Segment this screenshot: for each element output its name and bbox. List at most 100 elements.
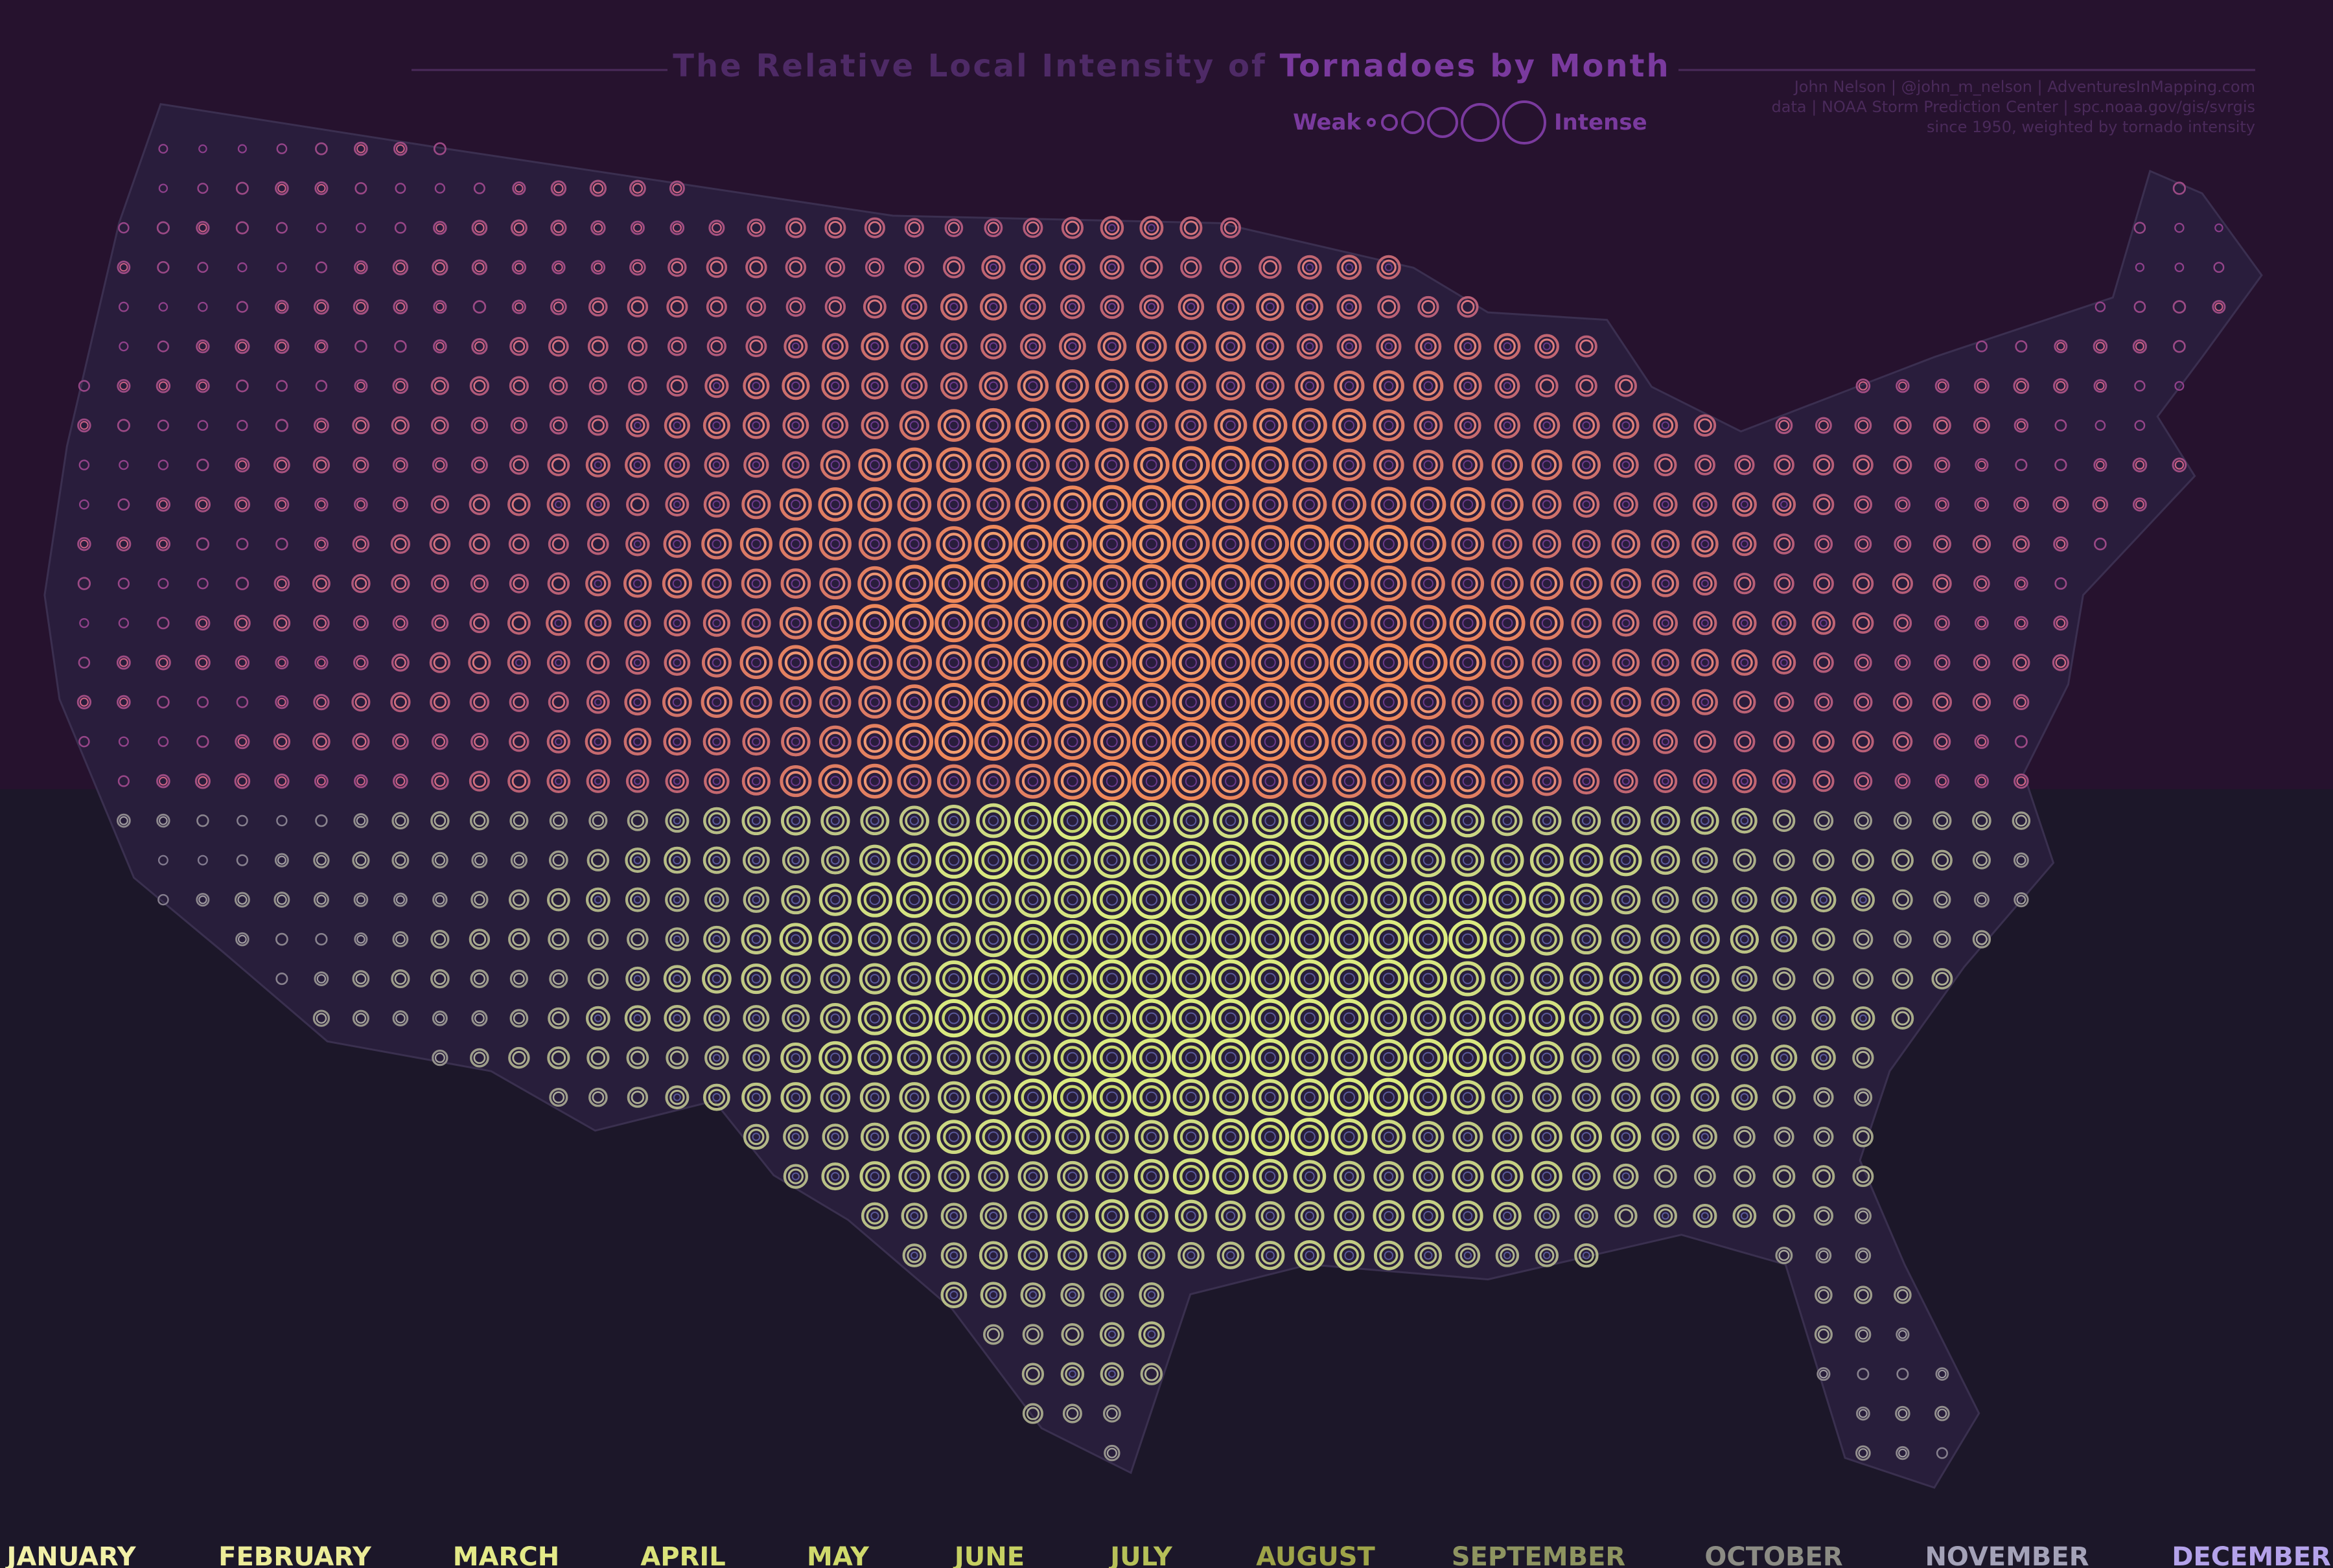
dot bbox=[1097, 1241, 1127, 1270]
dot-ring bbox=[1224, 1012, 1236, 1024]
dot bbox=[857, 724, 893, 759]
dot-ring bbox=[1857, 1289, 1869, 1301]
dot-ring bbox=[197, 262, 209, 273]
dot bbox=[861, 411, 889, 439]
dot-ring bbox=[1537, 1088, 1557, 1107]
dot bbox=[550, 219, 567, 236]
dot bbox=[1454, 411, 1481, 439]
dot bbox=[1251, 525, 1290, 563]
dot-ring bbox=[863, 651, 887, 674]
dot-ring bbox=[474, 855, 485, 866]
dot-ring bbox=[943, 928, 965, 951]
dot-ring bbox=[830, 460, 841, 470]
dot-ring bbox=[1662, 1212, 1669, 1220]
dot-ring bbox=[1028, 381, 1038, 391]
dot-ring bbox=[631, 814, 645, 827]
dot-ring bbox=[1099, 610, 1124, 636]
dot-ring bbox=[825, 1008, 845, 1028]
dot-ring bbox=[1411, 566, 1445, 601]
dot bbox=[1172, 446, 1210, 484]
dot-ring bbox=[1016, 448, 1050, 482]
dot bbox=[1651, 570, 1679, 597]
dot-ring bbox=[1369, 1078, 1408, 1117]
dot-ring bbox=[1776, 813, 1791, 828]
dot-ring bbox=[473, 182, 485, 194]
dot-ring bbox=[157, 260, 170, 274]
dot-ring bbox=[1171, 880, 1211, 919]
dot-ring bbox=[1463, 381, 1472, 391]
dot-ring bbox=[664, 846, 691, 874]
dot-ring bbox=[1614, 1204, 1638, 1228]
dot-ring bbox=[903, 454, 925, 476]
dot-ring bbox=[1732, 807, 1758, 834]
dot-ring bbox=[791, 617, 801, 628]
dot-ring bbox=[1489, 605, 1526, 641]
dot-ring bbox=[587, 336, 609, 357]
dot-ring bbox=[509, 455, 529, 475]
dot-ring bbox=[1092, 761, 1132, 801]
dot-ring bbox=[909, 459, 920, 470]
dot bbox=[156, 497, 170, 512]
dot-ring bbox=[353, 813, 369, 829]
dot bbox=[1294, 1240, 1325, 1271]
dot-ring bbox=[1053, 485, 1092, 524]
dot bbox=[430, 574, 449, 593]
dot-ring bbox=[934, 564, 973, 603]
dot-ring bbox=[746, 297, 767, 317]
dot-ring bbox=[156, 497, 170, 512]
dot-ring bbox=[395, 459, 406, 470]
dot-ring bbox=[1536, 1047, 1558, 1069]
dot-ring bbox=[747, 573, 766, 594]
dot-ring bbox=[1896, 1368, 1909, 1381]
dot bbox=[1451, 803, 1485, 838]
dot-ring bbox=[712, 1092, 721, 1102]
dot bbox=[1651, 649, 1680, 676]
dot bbox=[1931, 968, 1953, 990]
dot-ring bbox=[1853, 811, 1873, 830]
dot-ring bbox=[2132, 457, 2148, 472]
dot-ring bbox=[471, 1010, 488, 1027]
dot-ring bbox=[1343, 736, 1355, 748]
dot-ring bbox=[1370, 1000, 1408, 1037]
dot-ring bbox=[1264, 776, 1276, 787]
dot-ring bbox=[312, 456, 331, 474]
dot-ring bbox=[1576, 1127, 1597, 1147]
dot-ring bbox=[1700, 698, 1710, 706]
dot-ring bbox=[1459, 376, 1477, 395]
dot bbox=[1853, 1286, 1873, 1304]
dot-ring bbox=[1370, 1039, 1408, 1077]
dot-ring bbox=[1776, 497, 1792, 513]
dot-ring bbox=[351, 573, 371, 594]
dot-ring bbox=[1893, 930, 1912, 949]
dot-ring bbox=[1106, 1407, 1118, 1420]
dot bbox=[1893, 930, 1912, 949]
dot bbox=[623, 728, 652, 755]
dot bbox=[1211, 682, 1250, 722]
dot-ring bbox=[624, 609, 651, 637]
dot-ring bbox=[1060, 689, 1085, 715]
dot-ring bbox=[747, 1009, 765, 1027]
dot-ring bbox=[1339, 1245, 1359, 1265]
dot-ring bbox=[1896, 419, 1909, 432]
dot-ring bbox=[1450, 961, 1485, 997]
dot bbox=[981, 255, 1006, 280]
dot-ring bbox=[2174, 381, 2185, 391]
dot-ring bbox=[395, 736, 406, 747]
dot-ring bbox=[861, 411, 889, 439]
dot-ring bbox=[1570, 726, 1602, 757]
dot bbox=[354, 260, 368, 275]
dot-ring bbox=[1502, 1171, 1513, 1182]
dot-ring bbox=[942, 454, 966, 476]
dot-ring bbox=[1140, 255, 1163, 279]
dot-ring bbox=[1896, 1327, 1910, 1342]
dot bbox=[1132, 919, 1171, 959]
dot bbox=[1057, 1160, 1088, 1192]
dot bbox=[2015, 459, 2028, 472]
dot bbox=[312, 1009, 331, 1027]
dot-ring bbox=[1419, 376, 1438, 396]
dot-ring bbox=[1025, 1366, 1040, 1381]
dot bbox=[2012, 535, 2030, 553]
dot-ring bbox=[826, 1128, 844, 1146]
dot-ring bbox=[1134, 1199, 1168, 1233]
dot bbox=[354, 774, 368, 789]
